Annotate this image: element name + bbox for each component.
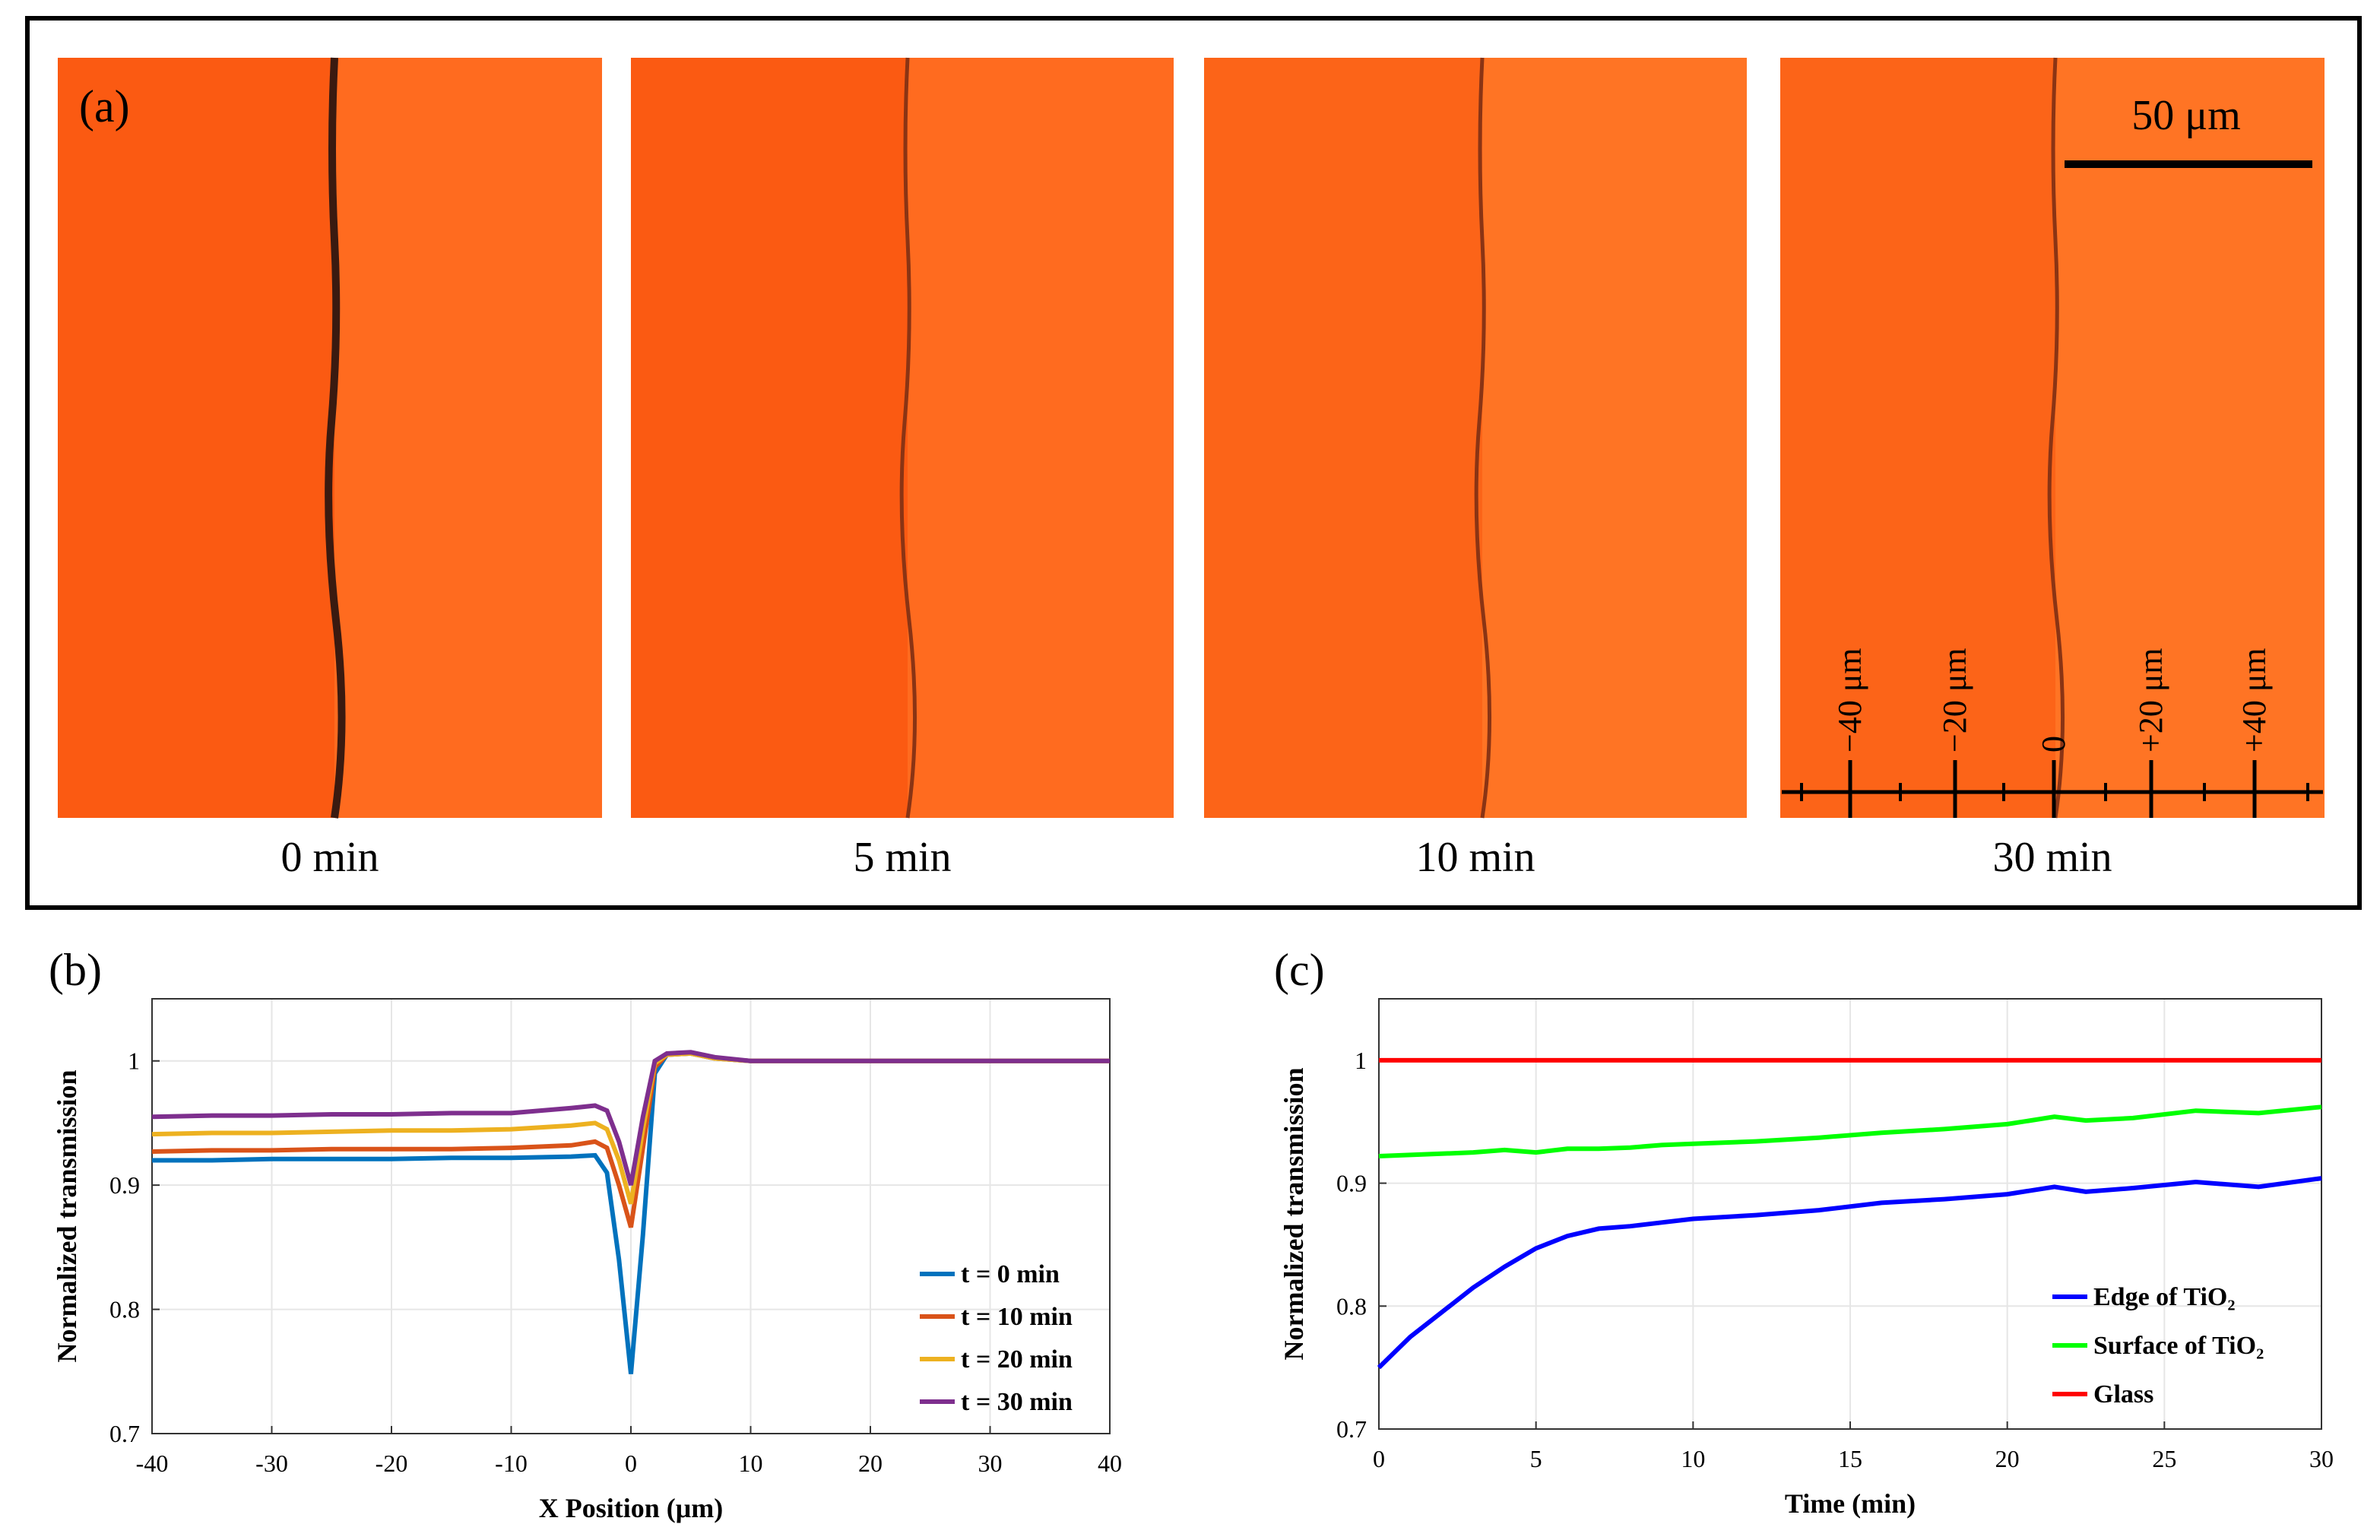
panel-label: (a) [79,81,130,132]
x-tick-label: 15 [1838,1445,1862,1472]
right-region [2055,58,2325,818]
y-tick-label: 0.9 [1336,1170,1367,1197]
micrograph [1204,57,1747,819]
ruler-label: +40 μm [2236,648,2273,753]
y-axis-title: Normalized transmission [1279,1068,1309,1361]
data-line [151,1050,1110,1186]
caption: 5 min [853,834,951,881]
left-region [1780,58,2055,818]
ruler-label: +20 μm [2132,648,2169,753]
plot-frame [151,998,1111,1434]
left-region [1204,58,1482,818]
plot-frame [1378,998,2322,1430]
y-tick-label: 0.7 [1336,1415,1367,1443]
ruler-label: −40 μm [1831,648,1868,753]
x-tick-label: 25 [2152,1445,2176,1472]
x-tick-label: 0 [625,1450,637,1477]
x-tick-label: 5 [1530,1445,1542,1472]
y-axis-title: Normalized transmission [52,1070,82,1363]
edge-line [1474,57,1492,819]
ruler-label: −20 μm [1936,648,1973,753]
y-tick-label: 0.9 [109,1171,140,1199]
caption: 30 min [1992,834,2112,881]
x-tick-label: -30 [255,1450,288,1477]
right-region [334,58,602,818]
x-tick-label: -10 [495,1450,528,1477]
panel-label: (c) [1274,945,1325,995]
legend-label: t = 30 min [961,1388,1073,1416]
legend-label: Glass [2093,1380,2153,1408]
micrograph [58,57,602,819]
ruler-label: 0 [2035,736,2072,753]
x-tick-label: -20 [376,1450,408,1477]
legend-label: t = 20 min [961,1345,1073,1374]
y-tick-label: 1 [128,1047,140,1075]
x-tick-label: 20 [1995,1445,2020,1472]
scale-bar-label: 50 μm [2131,92,2241,139]
data-line [1378,1104,2322,1158]
edge-line [2047,57,2065,819]
x-axis-title: Time (min) [1785,1488,1916,1519]
caption: 0 min [280,834,379,881]
x-tick-label: 30 [2309,1445,2334,1472]
left-region [631,58,908,818]
y-tick-label: 0.8 [109,1296,140,1323]
edge-line [899,57,917,819]
y-tick-label: 0.8 [1336,1292,1367,1320]
right-region [1482,58,1747,818]
right-region [908,58,1174,818]
x-tick-label: 40 [1098,1450,1122,1477]
legend-label: Edge of TiO₂ [2093,1283,2236,1311]
y-tick-label: 0.7 [109,1420,140,1447]
panel-a-frame [25,16,2362,910]
left-region [58,58,334,818]
x-tick-label: 30 [978,1450,1003,1477]
caption: 10 min [1415,834,1535,881]
x-tick-label: 10 [739,1450,763,1477]
x-tick-label: 10 [1681,1445,1705,1472]
x-tick-label: 20 [858,1450,883,1477]
micrograph [1780,57,2325,819]
edge-line [325,57,346,819]
legend-label: t = 10 min [961,1303,1073,1331]
x-axis-title: X Position (μm) [539,1493,723,1523]
x-tick-label: -40 [136,1450,169,1477]
data-line [1377,1176,2322,1370]
legend-label: Surface of TiO₂ [2093,1332,2264,1360]
micrograph [631,57,1174,819]
x-tick-label: 0 [1373,1445,1385,1472]
panel-label: (b) [49,945,102,995]
legend-label: t = 0 min [961,1260,1060,1288]
y-tick-label: 1 [1355,1047,1367,1074]
